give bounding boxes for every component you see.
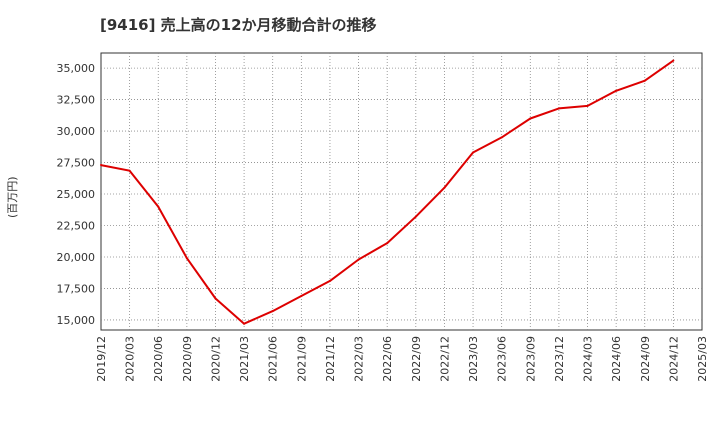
data-point (557, 107, 560, 110)
x-tick-label: 2020/09 (181, 336, 194, 382)
data-point (386, 242, 389, 245)
y-tick-label: 20,000 (57, 251, 96, 264)
y-tick-label: 17,500 (57, 282, 96, 295)
x-axis-ticks: 2019/12 2020/03 2020/06 2020/09 2020/12 2021/… (95, 336, 709, 382)
y-tick-label: 22,500 (57, 219, 96, 232)
y-tick-label: 15,000 (57, 314, 96, 327)
x-tick-label: 2025/03 (696, 336, 709, 382)
y-tick-label: 35,000 (57, 62, 96, 75)
data-point (271, 310, 274, 313)
x-tick-label: 2022/12 (438, 336, 451, 382)
x-tick-label: 2020/03 (124, 336, 137, 382)
x-tick-label: 2021/12 (324, 336, 337, 382)
data-point (100, 164, 102, 167)
x-tick-label: 2022/03 (353, 336, 366, 382)
data-point (529, 117, 532, 120)
data-point (357, 258, 360, 261)
data-point (500, 136, 503, 139)
data-point (472, 151, 475, 154)
grid-lines (101, 53, 702, 330)
series-group (100, 59, 675, 325)
data-point (128, 169, 131, 172)
data-point (157, 205, 160, 208)
data-point (243, 322, 246, 325)
chart-title: [9416] 売上高の12か月移動合計の推移 (100, 16, 377, 34)
x-tick-label: 2024/03 (582, 336, 595, 382)
x-tick-label: 2024/09 (639, 336, 652, 382)
data-point (185, 257, 188, 260)
data-point (443, 186, 446, 189)
x-tick-label: 2020/12 (209, 336, 222, 382)
x-tick-label: 2023/06 (496, 336, 509, 382)
data-point (328, 279, 331, 282)
data-point (615, 89, 618, 92)
x-tick-label: 2023/03 (467, 336, 480, 382)
data-point (643, 79, 646, 82)
data-point (414, 215, 417, 218)
data-point (214, 297, 217, 300)
data-point (300, 295, 303, 298)
x-tick-label: 2021/03 (238, 336, 251, 382)
data-point (672, 59, 675, 62)
x-tick-label: 2022/09 (410, 336, 423, 382)
x-tick-label: 2019/12 (95, 336, 108, 382)
y-tick-label: 25,000 (57, 188, 96, 201)
x-tick-label: 2021/09 (295, 336, 308, 382)
data-point (586, 104, 589, 107)
x-tick-label: 2024/06 (610, 336, 623, 382)
y-tick-label: 27,500 (57, 157, 96, 170)
x-tick-label: 2022/06 (381, 336, 394, 382)
x-tick-label: 2023/12 (553, 336, 566, 382)
x-tick-label: 2023/09 (524, 336, 537, 382)
x-tick-label: 2024/12 (667, 336, 680, 382)
x-tick-label: 2020/06 (152, 336, 165, 382)
x-tick-label: 2021/06 (267, 336, 280, 382)
y-tick-label: 32,500 (57, 94, 96, 107)
y-axis-ticks: 15,000 17,500 20,000 22,500 25,000 27,500 30,0… (57, 62, 96, 327)
y-tick-label: 30,000 (57, 125, 96, 138)
